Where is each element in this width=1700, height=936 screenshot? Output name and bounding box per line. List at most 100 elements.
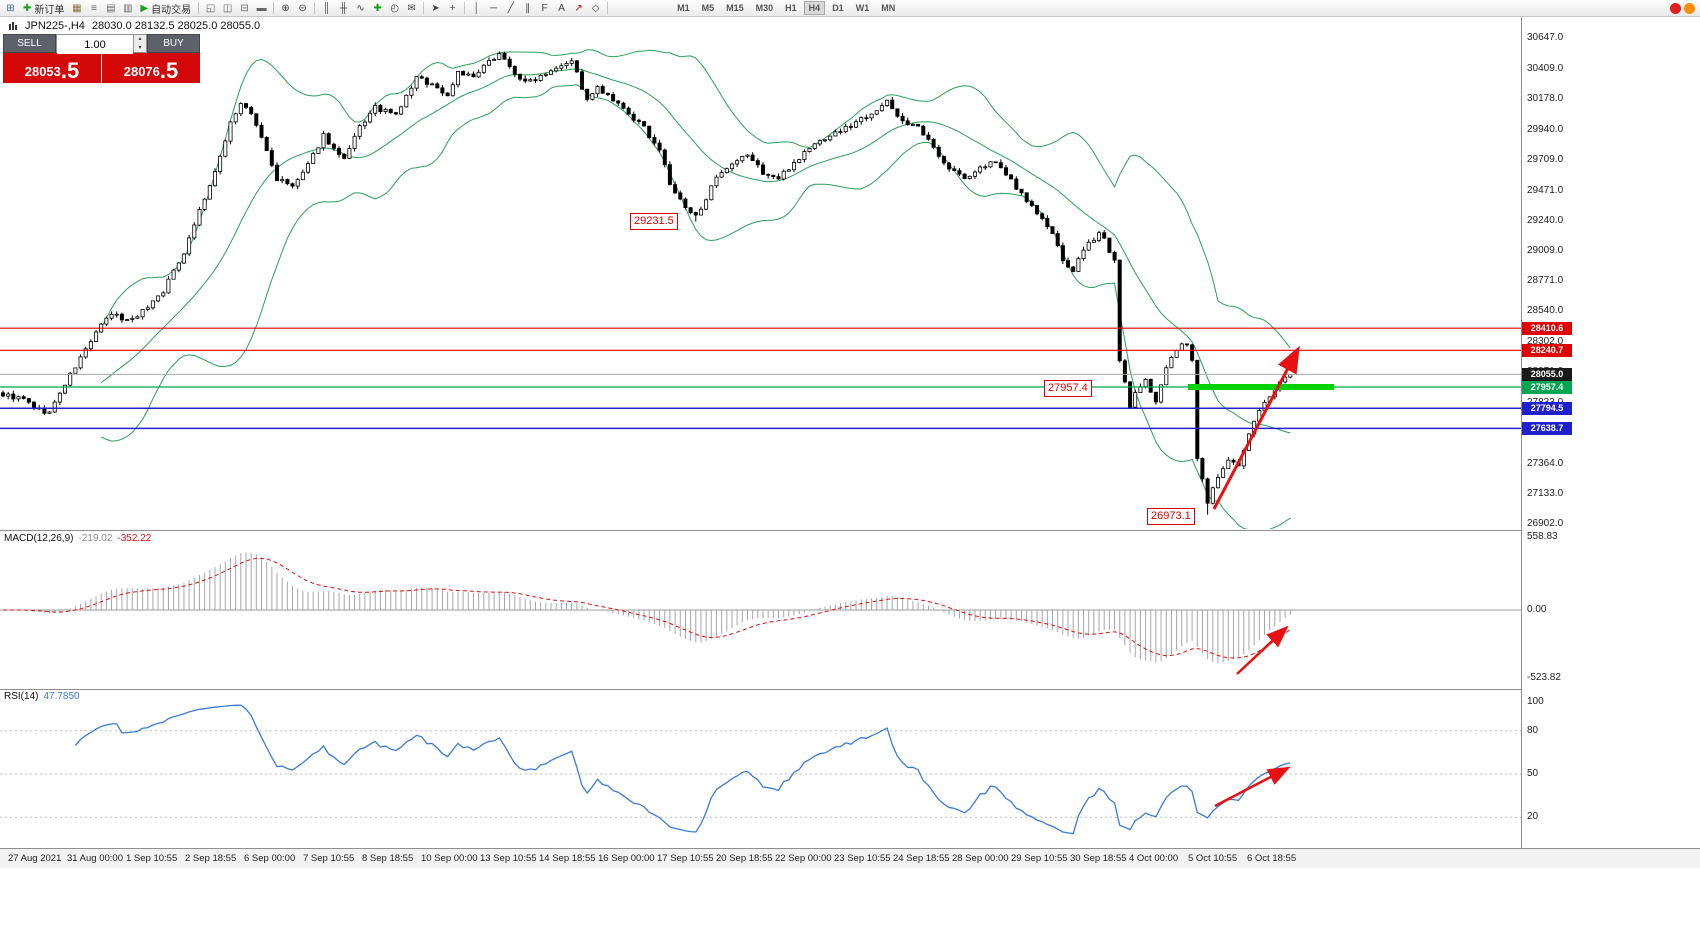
volume-input[interactable] xyxy=(57,36,133,54)
timeframe-m5-button[interactable]: M5 xyxy=(701,3,715,13)
line-chart-icon[interactable]: ∿ xyxy=(356,2,365,14)
new-chart-icon[interactable]: ⊞ xyxy=(6,2,15,14)
price-axis-label: 29240.0 xyxy=(1527,214,1564,226)
auto-trading-button[interactable]: ▶ 自动交易 xyxy=(136,1,195,16)
rsi-indicator-label: RSI(14) 47.7850 xyxy=(4,691,80,702)
zoom-out-icon[interactable]: ⊖ xyxy=(298,2,307,14)
tile-horizontally-icon[interactable]: ◫ xyxy=(222,2,233,14)
zoom-in-icon[interactable]: ⊕ xyxy=(281,2,290,14)
macd-panel xyxy=(0,552,1521,664)
symbol-ohlc-readout: JPN225-,H4 28030.0 28132.5 28025.0 28055… xyxy=(8,20,260,32)
indicators-icon[interactable]: ✚ xyxy=(373,2,382,14)
trendline-icon[interactable]: ╱ xyxy=(507,2,514,14)
timeframe-mn-button[interactable]: MN xyxy=(881,3,896,13)
price-axis-label: 30178.0 xyxy=(1527,92,1564,104)
channel-icon[interactable]: ∥ xyxy=(525,2,531,14)
time-axis-label: 2 Sep 18:55 xyxy=(185,853,237,864)
candlestick-chart-icon[interactable]: ╫ xyxy=(340,2,348,14)
arrow-tool-icon[interactable]: ↗ xyxy=(574,2,583,14)
volume-increase-button[interactable]: ▴ xyxy=(134,35,146,44)
fibonacci-icon[interactable]: F xyxy=(541,2,548,14)
tile-vertically-icon[interactable]: ⊟ xyxy=(240,2,249,14)
new-order-button[interactable]: ✚ 新订单 xyxy=(19,1,68,16)
candlesticks xyxy=(0,51,1293,515)
sell-price-big: .5 xyxy=(60,58,80,83)
price-axis-label: 30647.0 xyxy=(1527,32,1564,43)
text-tool-icon[interactable]: A xyxy=(558,2,565,14)
time-axis-label: 7 Sep 10:55 xyxy=(303,853,355,864)
volume-decrease-button[interactable]: ▾ xyxy=(134,43,146,52)
rsi-axis-label: 100 xyxy=(1527,696,1544,707)
timeframe-w1-button[interactable]: W1 xyxy=(855,3,870,13)
timeframe-d1-button[interactable]: D1 xyxy=(832,3,844,13)
price-axis-label: 30409.0 xyxy=(1527,62,1564,74)
status-dot-red-icon xyxy=(1670,3,1681,14)
time-axis-label: 17 Sep 10:55 xyxy=(657,853,714,864)
rsi-axis-label: 20 xyxy=(1527,811,1539,823)
data-window-icon[interactable]: ▤ xyxy=(106,2,116,14)
price-label-annotation[interactable]: 29231.5 xyxy=(630,213,678,230)
price-axis-label: 29471.0 xyxy=(1527,184,1564,196)
arrange-icons-icon[interactable]: ▬ xyxy=(256,2,267,14)
macd-indicator-label: MACD(12,26,9) -219.02 -352.22 xyxy=(4,533,151,544)
time-axis-label: 4 Oct 00:00 xyxy=(1129,853,1179,864)
macd-signal-value: -352.22 xyxy=(117,533,152,544)
auto-trading-button-glyph: ▶ xyxy=(140,2,149,14)
sell-price-button[interactable]: 28053.5 xyxy=(3,53,101,83)
toolbar-separator xyxy=(464,2,466,14)
bar-chart-icon[interactable]: ║ xyxy=(323,2,331,14)
templates-icon[interactable]: ✉ xyxy=(407,2,416,14)
price-level-badge: 28410.6 xyxy=(1522,321,1572,335)
buy-price: 28076 xyxy=(123,64,160,79)
rsi-panel xyxy=(0,704,1521,835)
price-axis-label: 29709.0 xyxy=(1527,153,1564,165)
price-label-annotation[interactable]: 27957.4 xyxy=(1044,380,1092,397)
time-axis-label: 1 Sep 10:55 xyxy=(126,853,178,864)
cursor-icon[interactable]: ➤ xyxy=(431,2,440,14)
rsi-axis-label: 50 xyxy=(1527,768,1539,779)
price-axis-label: 28771.0 xyxy=(1527,275,1564,287)
horizontal-line-icon[interactable]: ─ xyxy=(490,2,498,14)
sell-button[interactable]: SELL xyxy=(3,34,56,53)
price-label-annotation[interactable]: 26973.1 xyxy=(1147,508,1195,525)
crosshair-icon[interactable]: + xyxy=(449,2,456,14)
price-axis-label: 29940.0 xyxy=(1527,123,1564,135)
one-click-top-row: SELL ▴ ▾ BUY xyxy=(3,34,200,54)
time-axis-label: 31 Aug 00:00 xyxy=(67,853,123,864)
buy-price-button[interactable]: 28076.5 xyxy=(101,53,200,83)
cascade-windows-icon[interactable]: ◱ xyxy=(205,2,216,14)
periods-icon[interactable]: ◴ xyxy=(390,2,399,14)
horizontal-level-lines[interactable] xyxy=(0,327,1521,430)
timeframe-m30-button[interactable]: M30 xyxy=(755,3,774,13)
price-level-badge: 27794.5 xyxy=(1522,401,1572,415)
time-axis-label: 20 Sep 18:55 xyxy=(716,853,773,864)
toolbar-status-icons xyxy=(1670,3,1695,14)
profiles-icon[interactable]: ▦ xyxy=(72,2,82,14)
vertical-line-icon[interactable]: │ xyxy=(473,2,480,14)
chart-icon xyxy=(9,22,17,30)
volume-spinner: ▴ ▾ xyxy=(133,35,146,52)
buy-price-big: .5 xyxy=(159,58,179,83)
timeframe-h4-button[interactable]: H4 xyxy=(803,1,826,15)
market-watch-icon[interactable]: ≡ xyxy=(90,2,97,14)
time-axis-label: 23 Sep 10:55 xyxy=(834,853,891,864)
volume-field: ▴ ▾ xyxy=(56,34,147,54)
timeframe-m15-button[interactable]: M15 xyxy=(726,3,744,13)
timeframe-h1-button[interactable]: H1 xyxy=(785,3,797,13)
shapes-icon[interactable]: ◇ xyxy=(591,2,600,14)
trend-arrows[interactable] xyxy=(1212,345,1300,808)
toolbar-separator xyxy=(198,2,200,14)
timeframe-m1-button[interactable]: M1 xyxy=(677,3,690,13)
macd-axis-label: -523.82 xyxy=(1527,672,1561,684)
buy-button[interactable]: BUY xyxy=(147,34,200,53)
price-axis-label: 28540.0 xyxy=(1527,305,1564,317)
time-axis-label: 14 Sep 18:55 xyxy=(539,853,596,864)
price-level-badge: 27638.7 xyxy=(1522,421,1572,435)
time-axis[interactable]: 27 Aug 2021 31 Aug 00:00 1 Sep 10:55 2 Sep … xyxy=(0,848,1700,868)
new-order-button-label: 新订单 xyxy=(34,4,65,16)
time-axis-label: 30 Sep 18:55 xyxy=(1070,853,1127,864)
time-axis-label: 27 Aug 2021 xyxy=(8,853,62,864)
navigator-icon[interactable]: ▥ xyxy=(123,2,133,14)
time-axis-label: 22 Sep 00:00 xyxy=(775,853,832,864)
